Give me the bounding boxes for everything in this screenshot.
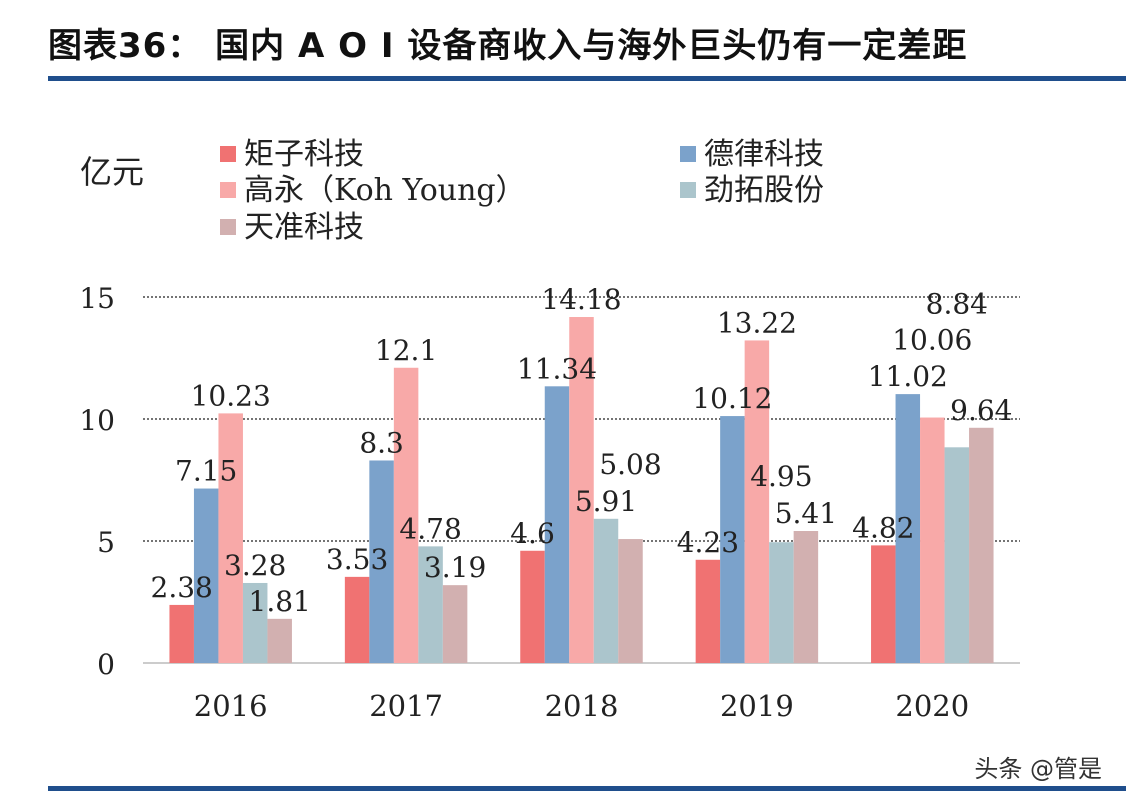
bar: [442, 585, 468, 663]
x-tick-label: 2018: [545, 689, 619, 723]
data-label: 4.95: [750, 460, 812, 493]
data-label: 10.23: [191, 379, 271, 412]
data-label: 2.38: [151, 571, 213, 604]
title-divider: [48, 76, 1126, 81]
bar: [793, 530, 819, 663]
data-label: 10.06: [892, 324, 972, 357]
bar: [544, 386, 570, 663]
data-label: 5.91: [575, 485, 637, 518]
bottom-divider: [48, 786, 1126, 791]
legend-label: 德律科技: [704, 137, 824, 172]
bar: [393, 367, 419, 663]
bar: [193, 488, 219, 663]
legend-swatch: [680, 182, 696, 198]
bar: [369, 460, 394, 663]
data-label: 1.81: [249, 585, 311, 618]
bar: [920, 417, 945, 663]
data-label: 3.19: [424, 551, 486, 584]
data-label: 11.02: [868, 360, 948, 393]
bar: [769, 542, 794, 663]
bar: [695, 559, 721, 663]
data-label: 3.53: [326, 543, 388, 576]
bar: [895, 394, 921, 663]
legend-label: 高永（Koh Young）: [244, 173, 526, 208]
data-label: 4.6: [510, 517, 555, 550]
legend-swatch: [220, 219, 236, 235]
data-label: 9.64: [950, 394, 1012, 427]
bar: [267, 618, 292, 663]
legend-label: 劲拓股份: [704, 173, 824, 208]
legend-swatch: [220, 182, 236, 198]
legend-swatch: [680, 146, 696, 162]
data-label: 8.3: [359, 426, 404, 459]
data-label: 4.82: [852, 511, 914, 544]
bar: [618, 539, 643, 663]
bar: [520, 550, 545, 663]
bar: [418, 546, 443, 663]
bar: [944, 447, 970, 663]
bar: [242, 582, 268, 663]
data-label: 8.84: [926, 287, 988, 320]
watermark: 头条 @管是: [974, 755, 1102, 783]
data-label: 4.23: [677, 526, 739, 559]
data-label: 10.12: [692, 382, 772, 415]
x-tick-label: 2016: [194, 689, 268, 723]
legend-swatch: [220, 146, 236, 162]
y-tick-label: 10: [79, 404, 115, 437]
legend-label: 矩子科技: [244, 137, 364, 172]
bar: [969, 427, 994, 663]
legend-label: 天准科技: [244, 210, 364, 245]
y-axis-label: 亿元: [80, 153, 144, 191]
bar: [218, 413, 243, 663]
bar: [720, 416, 745, 663]
y-tick-label: 5: [97, 526, 115, 559]
bar: [744, 340, 770, 663]
x-tick-label: 2019: [720, 689, 794, 723]
data-label: 12.1: [375, 334, 437, 367]
data-label: 7.15: [175, 455, 237, 488]
bar: [344, 576, 370, 663]
x-tick-label: 2020: [895, 689, 969, 723]
bar: [169, 604, 194, 663]
data-label: 3.28: [224, 549, 286, 582]
data-label: 5.08: [599, 448, 661, 481]
data-label: 4.78: [399, 512, 461, 545]
data-label: 11.34: [517, 352, 597, 385]
data-label: 13.22: [717, 306, 797, 339]
page-title: 图表36： 国内 A O I 设备商收入与海外巨头仍有一定差距: [48, 26, 968, 66]
y-tick-label: 15: [79, 282, 115, 315]
y-tick-label: 0: [97, 648, 115, 681]
bar: [593, 518, 619, 663]
x-tick-label: 2017: [369, 689, 443, 723]
data-label: 5.41: [775, 497, 837, 530]
bar: [871, 545, 896, 663]
data-label: 14.18: [541, 283, 621, 316]
bar: [569, 317, 594, 663]
